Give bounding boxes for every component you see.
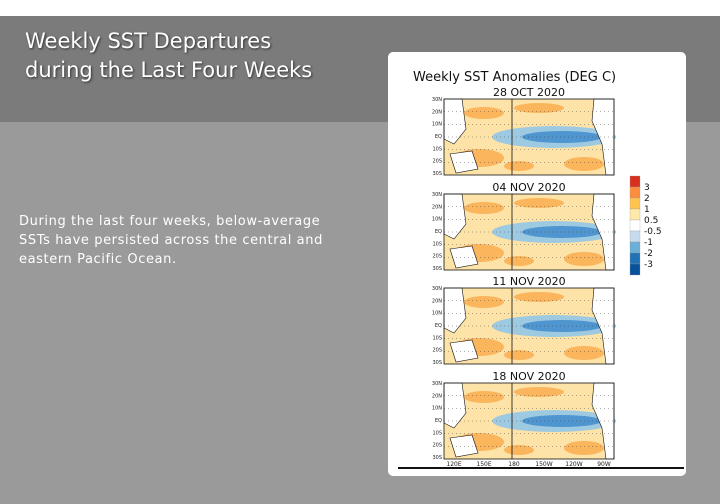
warm-anomaly-patch [504,161,534,171]
latitude-tick-label: 10N [432,122,442,128]
warm-anomaly-patch [514,198,564,208]
longitude-tick-label: 180 [508,461,520,468]
colorbar-label: -3 [644,260,653,270]
map-frame [443,382,615,460]
colorbar-label: -2 [644,249,653,259]
warm-anomaly-patch [464,107,504,119]
warm-anomaly-patch [464,391,504,403]
latitude-tick-label: 10N [432,217,442,223]
colorbar-swatch [629,186,641,199]
latitude-tick-label: 10N [432,406,442,412]
latitude-tick-label: 30S [432,455,442,461]
latitude-tick-label: 20N [432,393,442,399]
latitude-tick-label: 10S [432,335,442,341]
latitude-tick-label: 30N [432,286,442,292]
longitude-tick-label: 120E [446,461,461,468]
sst-anomaly-maps: Weekly SST Anomalies (DEG C) 28 OCT 2020… [398,70,684,469]
warm-anomaly-patch [504,256,534,266]
warm-anomaly-patch [464,296,504,308]
cold-anomaly-core [522,226,602,238]
cold-anomaly-core [522,320,602,332]
longitude-tick-label: 120W [565,461,582,468]
colorbar-label: -0.5 [644,227,662,237]
slide-title: Weekly SST Departures during the Last Fo… [25,29,313,82]
panel-date-label: 28 OCT 2020 [493,86,565,99]
latitude-tick-label: 30N [432,192,442,198]
warm-anomaly-patch [564,157,604,171]
latitude-tick-label: 10N [432,311,442,317]
colorbar-swatch [629,175,641,188]
panel-date-label: 11 NOV 2020 [492,275,565,288]
sst-map-panel: 11 NOV 2020 30N 20N 10N EQ 10S 20S 30S [432,275,616,366]
warm-anomaly-patch [564,252,604,266]
warm-anomaly-patch [504,350,534,360]
latitude-tick-label: 30N [432,381,442,387]
longitude-tick-label: 150E [476,461,491,468]
warm-anomaly-patch [504,445,534,455]
colorbar-label: 3 [644,183,650,193]
warm-anomaly-patch [514,387,564,397]
latitude-tick-label: 20N [432,204,442,210]
colorbar-label: 1 [644,205,650,215]
warm-anomaly-patch [564,346,604,360]
latitude-tick-label: 30S [432,171,442,177]
latitude-tick-label: 10S [432,430,442,436]
colorbar-label: 0.5 [644,216,658,226]
panel-date-label: 04 NOV 2020 [492,181,565,194]
latitude-tick-label: EQ [435,134,442,140]
latitude-tick-label: EQ [435,229,442,235]
longitude-tick-label: 150W [535,461,552,468]
warm-anomaly-patch [514,292,564,302]
colorbar-label: 2 [644,194,650,204]
land-australia [449,434,479,458]
latitude-tick-label: EQ [435,323,442,329]
colorbar-swatch [629,219,641,232]
latitude-tick-label: 10S [432,241,442,247]
latitude-tick-label: 20S [432,443,442,449]
colorbar-label: -1 [644,238,653,248]
land-australia [449,150,479,174]
sst-map-panel: 18 NOV 2020 30N 20N 10N EQ 10S 20S 30S 120E 150E 1… [432,370,616,468]
colorbar-swatch [629,241,641,254]
land-australia [449,245,479,269]
latitude-tick-label: 30S [432,266,442,272]
warm-anomaly-patch [564,441,604,455]
figure-title: Weekly SST Anomalies (DEG C) [413,70,616,85]
cold-anomaly-core [522,415,602,427]
latitude-tick-label: 20S [432,254,442,260]
warm-anomaly-patch [464,202,504,214]
panel-date-label: 18 NOV 2020 [492,370,565,383]
sst-map-panel: 28 OCT 2020 30N 20N 10N EQ 10S 20S 30S [432,86,616,177]
latitude-tick-label: 20S [432,159,442,165]
colorbar-swatch [629,252,641,265]
land-australia [449,339,479,363]
map-frame [443,287,615,365]
colorbar-swatch [629,197,641,210]
colorbar-swatch [629,230,641,243]
latitude-tick-label: EQ [435,418,442,424]
top-strip [0,0,720,16]
latitude-tick-label: 30S [432,360,442,366]
latitude-tick-label: 20N [432,298,442,304]
latitude-tick-label: 20N [432,109,442,115]
colorbar-swatch [629,208,641,221]
latitude-tick-label: 10S [432,146,442,152]
longitude-tick-label: 90W [597,461,611,468]
sst-anomaly-figure: Weekly SST Anomalies (DEG C) 28 OCT 2020… [388,52,686,476]
latitude-tick-label: 30N [432,97,442,103]
map-frame [443,98,615,176]
warm-anomaly-patch [514,103,564,113]
latitude-tick-label: 20S [432,348,442,354]
map-frame [443,193,615,271]
cold-anomaly-core [522,131,602,143]
sst-map-panel: 04 NOV 2020 30N 20N 10N EQ 10S 20S 30S [432,181,616,272]
colorbar-swatch [629,263,641,276]
slide-body-text: During the last four weeks, below-averag… [19,214,323,267]
